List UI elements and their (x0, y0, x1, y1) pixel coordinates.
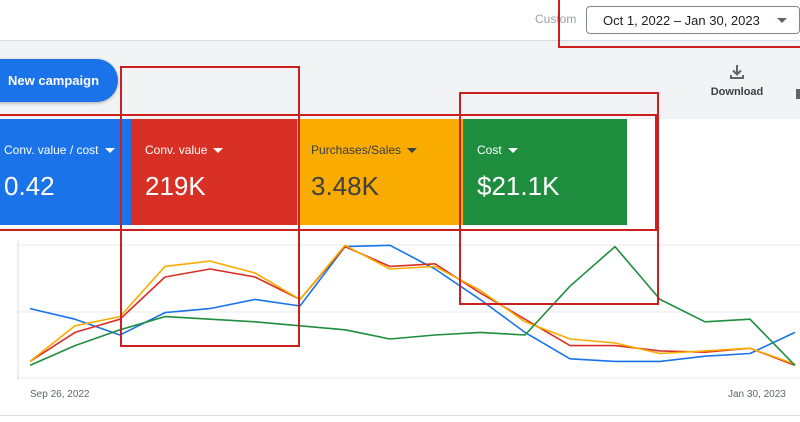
series-line-1 (29, 245, 796, 367)
metric-card-cost[interactable]: Cost $21.1K (463, 119, 627, 225)
top-bar: Custom Oct 1, 2022 – Jan 30, 2023 (0, 0, 800, 41)
metric-title: Cost (477, 143, 518, 157)
series-line-0 (29, 244, 796, 363)
performance-line-chart (17, 240, 800, 380)
metric-value: $21.1K (477, 171, 560, 201)
metrics-panel: Conv. value / cost 0.42 Conv. value 219K… (0, 119, 800, 422)
date-range-dropdown[interactable]: Oct 1, 2022 – Jan 30, 2023 (586, 6, 800, 34)
download-label: Download (710, 86, 764, 98)
metric-card-conv-value[interactable]: Conv. value 219K (131, 119, 297, 225)
caret-down-icon (507, 148, 518, 154)
divider (0, 415, 800, 416)
metric-value: 0.42 (4, 171, 55, 201)
series-line-2 (29, 244, 796, 365)
date-range-type-label: Custom (535, 12, 577, 26)
more-icon[interactable] (796, 89, 800, 99)
metric-card-conv-value-per-cost[interactable]: Conv. value / cost 0.42 (0, 119, 131, 225)
x-axis-end-label: Jan 30, 2023 (728, 389, 786, 400)
x-axis-start-label: Sep 26, 2022 (30, 389, 90, 400)
action-bar: New campaign Download (0, 41, 800, 119)
caret-down-icon (104, 148, 115, 154)
series-line-3 (29, 245, 796, 367)
metric-value: 3.48K (311, 171, 379, 201)
new-campaign-button[interactable]: New campaign (0, 59, 118, 102)
dropdown-arrow-icon (777, 18, 787, 23)
download-icon (730, 65, 744, 79)
metric-title: Purchases/Sales (311, 143, 418, 157)
caret-down-icon (407, 148, 418, 154)
metric-value: 219K (145, 171, 206, 201)
date-range-value: Oct 1, 2022 – Jan 30, 2023 (603, 13, 760, 28)
metric-title: Conv. value (145, 143, 224, 157)
metric-title: Conv. value / cost (4, 143, 115, 157)
download-button[interactable]: Download (704, 63, 770, 103)
metric-card-purchases-sales[interactable]: Purchases/Sales 3.48K (297, 119, 463, 225)
caret-down-icon (213, 148, 224, 154)
